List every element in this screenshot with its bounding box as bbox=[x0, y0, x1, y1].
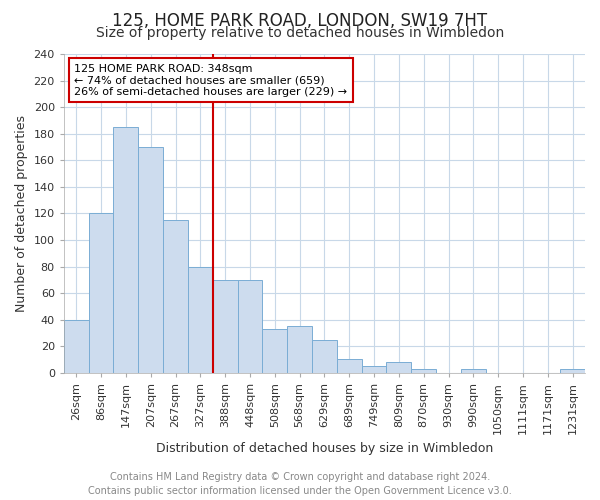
Bar bbox=[312, 340, 337, 373]
Bar bbox=[411, 369, 436, 373]
Bar bbox=[560, 369, 585, 373]
Bar bbox=[163, 220, 188, 373]
Text: 125 HOME PARK ROAD: 348sqm
← 74% of detached houses are smaller (659)
26% of sem: 125 HOME PARK ROAD: 348sqm ← 74% of deta… bbox=[74, 64, 347, 97]
Bar bbox=[386, 362, 411, 373]
Bar bbox=[89, 214, 113, 373]
Text: Contains HM Land Registry data © Crown copyright and database right 2024.
Contai: Contains HM Land Registry data © Crown c… bbox=[88, 472, 512, 496]
Bar bbox=[262, 329, 287, 373]
Bar bbox=[188, 266, 213, 373]
Text: Size of property relative to detached houses in Wimbledon: Size of property relative to detached ho… bbox=[96, 26, 504, 40]
Bar bbox=[113, 127, 138, 373]
Bar bbox=[64, 320, 89, 373]
Bar bbox=[362, 366, 386, 373]
Y-axis label: Number of detached properties: Number of detached properties bbox=[15, 115, 28, 312]
Bar bbox=[461, 369, 486, 373]
Bar bbox=[138, 147, 163, 373]
Bar bbox=[287, 326, 312, 373]
Bar bbox=[337, 360, 362, 373]
X-axis label: Distribution of detached houses by size in Wimbledon: Distribution of detached houses by size … bbox=[156, 442, 493, 455]
Bar bbox=[213, 280, 238, 373]
Bar bbox=[238, 280, 262, 373]
Text: 125, HOME PARK ROAD, LONDON, SW19 7HT: 125, HOME PARK ROAD, LONDON, SW19 7HT bbox=[112, 12, 488, 30]
